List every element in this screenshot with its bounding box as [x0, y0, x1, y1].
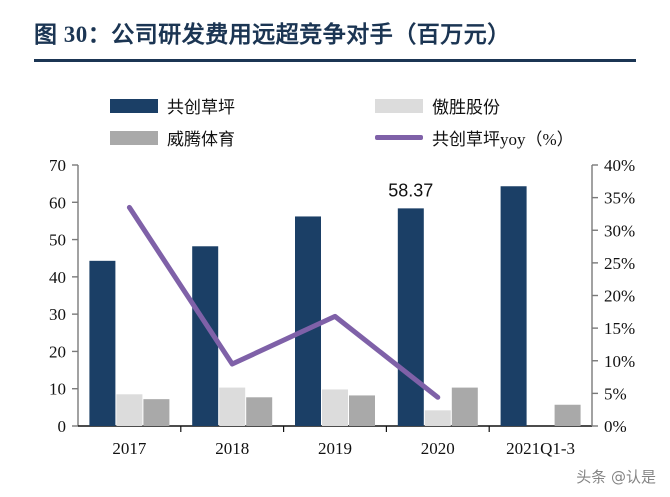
right-axis: 0% 5% 10% 15% 20% 25% 30% 35% 40% — [591, 156, 635, 436]
x-axis-category-label: 2021Q1-3 — [506, 439, 575, 458]
data-label-group: 58.37 — [388, 180, 433, 200]
left-axis: 0 10 20 30 40 50 60 70 — [49, 156, 592, 436]
yoy-line — [126, 204, 441, 400]
legend-swatch-bar — [110, 130, 158, 145]
bar — [219, 387, 246, 426]
bar — [192, 246, 219, 426]
right-axis-tick-label: 10% — [604, 352, 635, 371]
x-axis-category-label: 2018 — [215, 439, 249, 458]
bar — [295, 216, 321, 426]
bar-series-group — [89, 186, 581, 426]
left-axis-tick-label: 70 — [49, 156, 66, 175]
legend-swatch-line — [375, 135, 423, 140]
left-axis-tick-label: 10 — [49, 380, 66, 399]
legend-label: 傲胜股份 — [432, 98, 500, 117]
watermark: 头条 @认是 — [576, 468, 656, 486]
left-axis-tick-label: 40 — [49, 268, 66, 287]
legend-label: 共创草坪 — [167, 98, 235, 117]
bar — [424, 410, 451, 426]
left-axis-tick-label: 0 — [58, 417, 67, 436]
bar — [349, 395, 375, 426]
left-axis-tick-label: 50 — [49, 231, 66, 250]
bar — [322, 389, 348, 426]
left-axis-tick-label: 30 — [49, 305, 66, 324]
right-axis-tick-label: 25% — [604, 254, 635, 273]
bar — [500, 186, 527, 426]
x-axis-category-label: 2017 — [112, 439, 147, 458]
legend-label: 共创草坪yoy（%） — [432, 130, 574, 149]
right-axis-tick-label: 0% — [604, 417, 627, 436]
right-axis-tick-label: 15% — [604, 319, 635, 338]
title-divider — [34, 59, 636, 62]
bar — [143, 399, 170, 426]
figure-title-block: 图 30：公司研发费用远超竞争对手（百万元） — [34, 16, 636, 62]
right-axis-tick-label: 20% — [604, 287, 635, 306]
legend-swatch-bar — [375, 98, 423, 113]
legend-swatch-bar — [110, 98, 158, 113]
legend-item-weitengtiyu[interactable]: 威腾体育 — [110, 125, 235, 150]
bar — [451, 387, 478, 426]
bar — [89, 260, 116, 426]
legend-item-gongchuangcaoping[interactable]: 共创草坪 — [110, 93, 235, 118]
legend-item-gongchuangcaoping-yoy[interactable]: 共创草坪yoy（%） — [375, 125, 574, 150]
right-axis-tick-label: 5% — [604, 384, 627, 403]
left-axis-tick-label: 60 — [49, 193, 66, 212]
legend-item-aoshenggufen[interactable]: 傲胜股份 — [375, 93, 500, 118]
bar — [246, 397, 273, 426]
right-axis-tick-label: 35% — [604, 189, 635, 208]
bar — [554, 404, 581, 426]
legend-label: 威腾体育 — [167, 130, 235, 149]
category-label-group: 2017 2018 2019 2020 2021Q1-3 — [112, 426, 575, 458]
bar — [116, 394, 143, 426]
x-axis-category-label: 2020 — [421, 439, 455, 458]
right-axis-tick-label: 30% — [604, 221, 635, 240]
right-axis-tick-label: 40% — [604, 156, 635, 175]
bar-data-label: 58.37 — [388, 180, 433, 200]
x-axis-category-label: 2019 — [318, 439, 352, 458]
left-axis-tick-label: 20 — [49, 342, 66, 361]
page-title: 图 30：公司研发费用远超竞争对手（百万元） — [34, 22, 511, 47]
bar — [397, 208, 424, 426]
line-series-group — [126, 204, 441, 400]
chart-legend: 共创草坪 傲胜股份 威腾体育 共创草坪yoy（%） — [110, 93, 590, 155]
